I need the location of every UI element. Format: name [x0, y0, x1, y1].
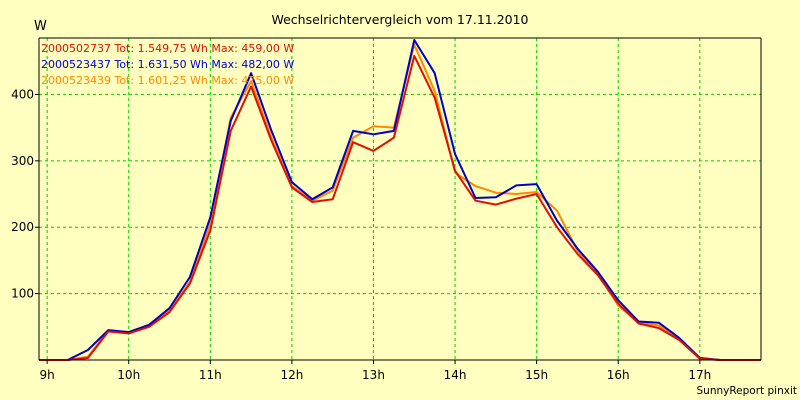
y-tick-label-400: 400: [11, 87, 34, 101]
x-tick-label-12h: 12h: [280, 368, 303, 382]
y-axis-ticks: 100 200 300 400: [11, 87, 39, 301]
legend-entry-2000523439: 2000523439 Tot: 1.601,25 Wh Max: 475,00 …: [41, 74, 294, 87]
y-tick-label-300: 300: [11, 154, 34, 168]
series-layer: [39, 39, 761, 361]
x-tick-label-13h: 13h: [362, 368, 385, 382]
x-tick-label-10h: 10h: [117, 368, 140, 382]
y-tick-label-200: 200: [11, 220, 34, 234]
x-tick-label-15h: 15h: [525, 368, 548, 382]
y-tick-label-100: 100: [11, 287, 34, 301]
series-line-2000502737: [39, 54, 761, 361]
x-tick-label-11h: 11h: [199, 368, 222, 382]
legend-entry-2000502737: 2000502737 Tot: 1.549,75 Wh Max: 459,00 …: [41, 42, 294, 55]
series-line-2000523437: [39, 39, 761, 361]
legend-entry-2000523437: 2000523437 Tot: 1.631,50 Wh Max: 482,00 …: [41, 58, 294, 71]
y-axis-unit-label: W: [34, 19, 47, 34]
x-tick-label-17h: 17h: [688, 368, 711, 382]
plot-area: [39, 38, 761, 360]
x-axis-ticks: 9h 10h 11h 12h 13h 14h 15h 16h 17h: [40, 360, 711, 382]
footer-credit: SunnyReport pinxit: [697, 385, 797, 397]
legend: 2000502737 Tot: 1.549,75 Wh Max: 459,00 …: [41, 42, 294, 87]
x-tick-label-9h: 9h: [40, 368, 55, 382]
grid-lines: [39, 38, 761, 360]
x-tick-label-16h: 16h: [607, 368, 630, 382]
x-tick-label-14h: 14h: [444, 368, 467, 382]
chart-title: Wechselrichtervergleich vom 17.11.2010: [271, 12, 528, 27]
